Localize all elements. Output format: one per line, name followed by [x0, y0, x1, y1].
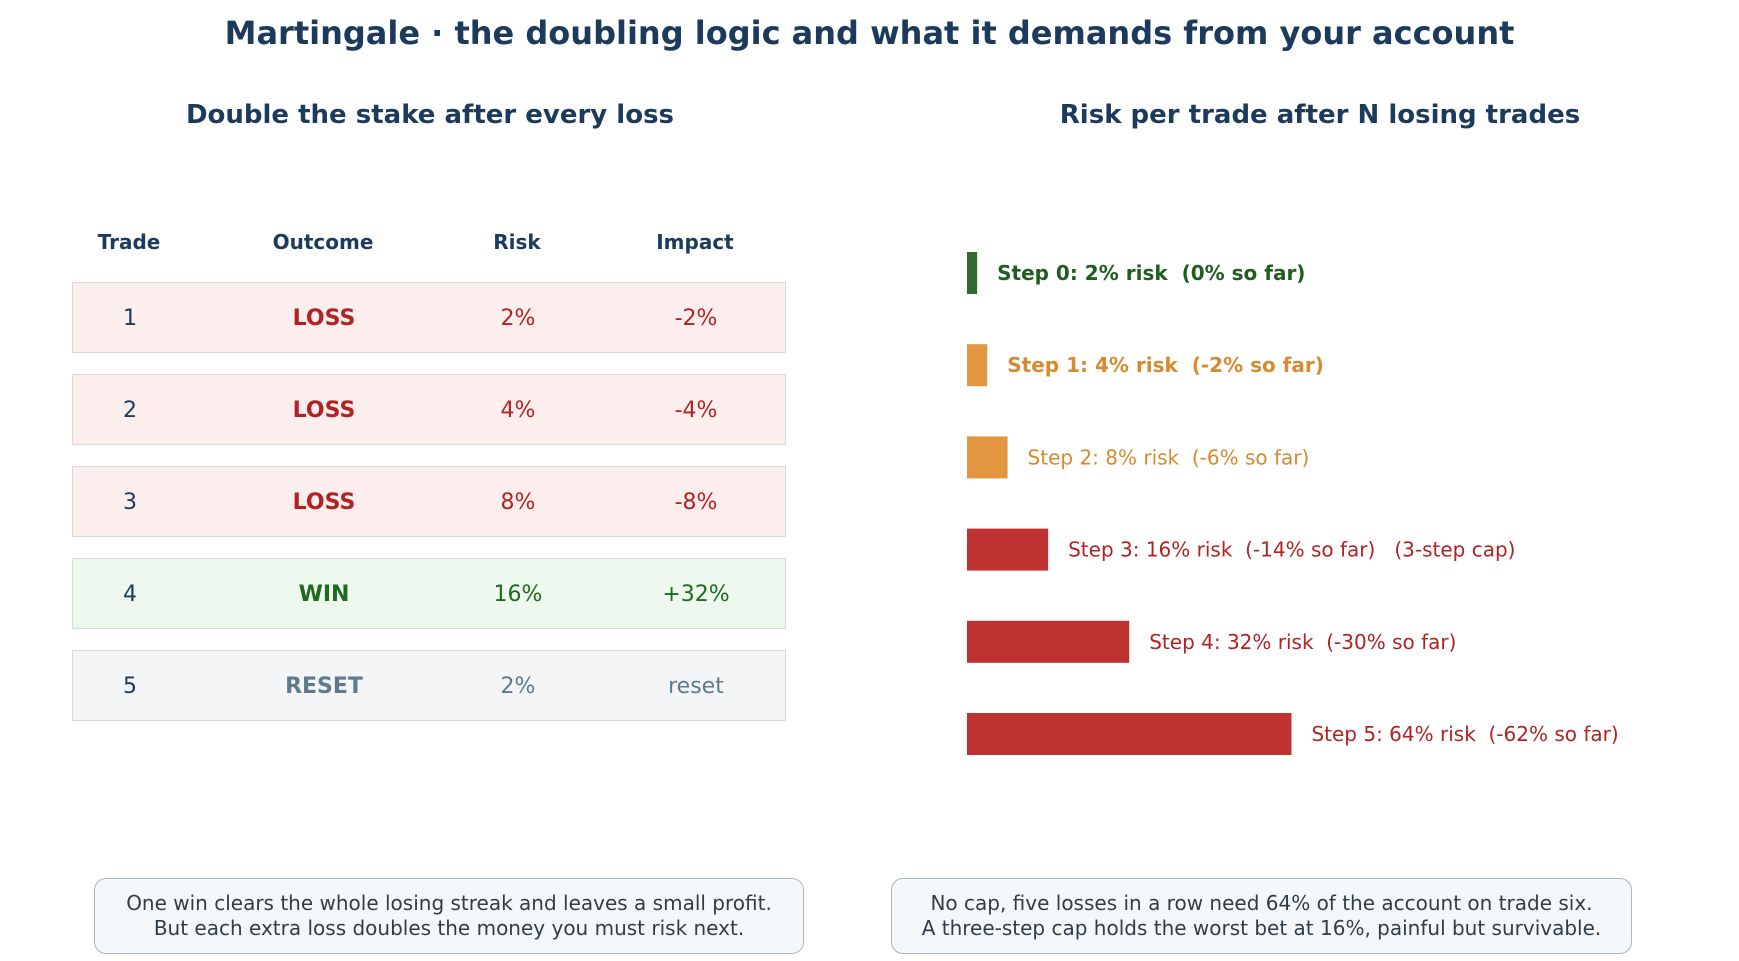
trade-outcome: LOSS [292, 306, 356, 331]
trade-number: 2 [123, 398, 137, 423]
trade-outcome: RESET [285, 674, 363, 699]
risk-bar-label: Step 3: 16% risk (-14% so far) (3-step c… [1068, 538, 1515, 562]
risk-bar-label: Step 4: 32% risk (-30% so far) [1149, 630, 1456, 654]
page-title: Martingale · the doubling logic and what… [224, 14, 1515, 52]
trade-impact: -2% [674, 306, 718, 331]
table-row: 1 LOSS 2% -2% [72, 282, 786, 353]
table-row: 2 LOSS 4% -4% [72, 374, 786, 445]
trade-number: 5 [123, 674, 137, 699]
chart-subtitle: Risk per trade after N losing trades [1059, 100, 1581, 130]
risk-bar-label: Step 2: 8% risk (-6% so far) [1028, 445, 1310, 469]
risk-bar [967, 436, 1008, 479]
trade-outcome: LOSS [292, 398, 356, 423]
chart-note-line-1: No cap, five losses in a row need 64% of… [930, 891, 1593, 915]
trade-impact: -4% [674, 398, 718, 423]
trade-outcome: LOSS [292, 490, 356, 515]
trade-risk: 2% [500, 306, 536, 331]
chart-note-line-2: A three-step cap holds the worst bet at … [921, 916, 1602, 940]
trade-outcome: WIN [298, 582, 350, 607]
column-header-outcome: Outcome [272, 230, 374, 254]
risk-bar-label: Step 5: 64% risk (-62% so far) [1311, 722, 1618, 746]
trade-number: 3 [123, 490, 137, 515]
risk-bar [967, 713, 1292, 755]
trade-number: 1 [123, 306, 137, 331]
trade-impact: -8% [674, 490, 718, 515]
table-row: 5 RESET 2% reset [72, 650, 786, 721]
risk-bar [967, 344, 988, 387]
risk-bar-label: Step 0: 2% risk (0% so far) [997, 261, 1305, 285]
table-subtitle: Double the stake after every loss [185, 100, 675, 130]
trade-number: 4 [123, 582, 137, 607]
risk-bar [967, 528, 1049, 571]
trade-risk: 8% [500, 490, 536, 515]
risk-bar [967, 620, 1130, 663]
trade-risk: 16% [493, 582, 543, 607]
table-row: 4 WIN 16% +32% [72, 558, 786, 629]
column-header-impact: Impact [656, 230, 734, 254]
trade-risk: 2% [500, 674, 536, 699]
table-note-line-1: One win clears the whole losing streak a… [126, 891, 772, 915]
column-header-trade: Trade [97, 230, 161, 254]
trade-impact: +32% [662, 582, 730, 607]
risk-bar [967, 252, 978, 294]
column-header-risk: Risk [493, 230, 541, 254]
table-row: 3 LOSS 8% -8% [72, 466, 786, 537]
risk-bar-label: Step 1: 4% risk (-2% so far) [1007, 353, 1324, 377]
trade-risk: 4% [500, 398, 536, 423]
trade-impact: reset [668, 674, 724, 699]
table-note: One win clears the whole losing streak a… [94, 878, 804, 954]
table-note-line-2: But each extra loss doubles the money yo… [153, 916, 745, 940]
chart-note: No cap, five losses in a row need 64% of… [891, 878, 1632, 954]
